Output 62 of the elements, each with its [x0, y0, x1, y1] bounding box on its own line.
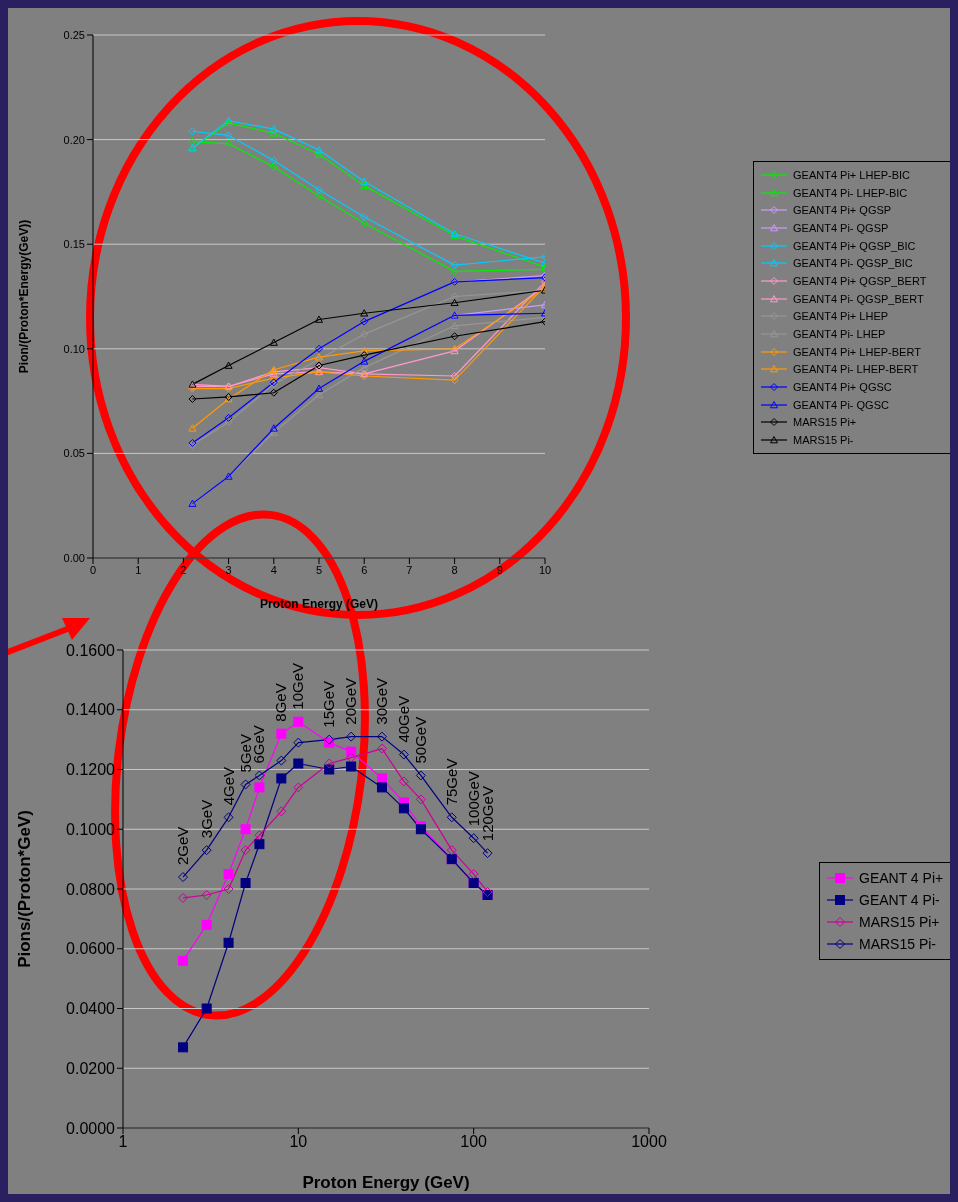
- x-tick-label: 5: [315, 563, 323, 576]
- x-tick-label: 4: [270, 563, 277, 576]
- legend-label: MARS15 Pi+: [859, 914, 940, 930]
- y-tick-label: 0.0000: [66, 1119, 116, 1137]
- annotation: 3GeV: [197, 799, 215, 839]
- legend-label: GEANT4 Pi- LHEP: [793, 328, 886, 341]
- x-tick-label: 2: [180, 563, 187, 576]
- legend-label: GEANT4 Pi+ QGSC: [793, 381, 892, 394]
- legend-label: GEANT4 Pi- QGSP: [793, 221, 889, 234]
- legend-label: GEANT4 Pi- QGSC: [793, 398, 889, 411]
- y-tick-label: 0.0600: [66, 940, 116, 958]
- legend-label: MARS15 Pi+: [793, 416, 857, 429]
- legend-label: GEANT4 Pi+ LHEP-BERT: [793, 345, 921, 358]
- legend-label: GEANT4 Pi+ QGSP: [793, 204, 892, 217]
- y-tick-label: 0.0800: [66, 880, 116, 898]
- legend-label: MARS15 Pi-: [793, 434, 854, 447]
- legend-label: GEANT4 Pi+ LHEP: [793, 310, 889, 323]
- y-tick-label: 0.1600: [66, 641, 116, 659]
- annotation: 20GeV: [342, 677, 360, 725]
- x-tick-label: 3: [225, 563, 232, 576]
- legend-label: GEANT4 Pi+ QGSP_BIC: [793, 239, 916, 252]
- y-tick-label: 0.00: [63, 551, 85, 564]
- legend-label: GEANT4 Pi- LHEP-BERT: [793, 363, 919, 376]
- annotation: 75GeV: [442, 758, 460, 806]
- x-tick-label: 10: [289, 1133, 308, 1151]
- y-tick-label: 0.0200: [66, 1059, 116, 1077]
- annotation: 2GeV: [174, 826, 192, 866]
- annotation: 4GeV: [219, 766, 237, 806]
- x-tick-label: 10: [538, 563, 552, 576]
- annotation: 10GeV: [289, 663, 307, 710]
- x-tick-label: 6: [361, 563, 368, 576]
- y-tick-label: 0.1400: [66, 701, 116, 719]
- x-tick-label: 9: [496, 563, 503, 576]
- x-tick-label: 7: [406, 563, 413, 576]
- legend-label: MARS15 Pi-: [859, 936, 937, 952]
- x-tick-label: 100: [460, 1133, 488, 1151]
- legend-label: GEANT 4 Pi-: [859, 892, 940, 908]
- legend-label: GEANT4 Pi+ QGSP_BERT: [793, 274, 927, 287]
- y-tick-label: 0.0400: [66, 1000, 116, 1018]
- annotation: 30GeV: [372, 677, 390, 725]
- annotation: 8GeV: [272, 683, 290, 722]
- y-axis-title: Pions/(Proton*GeV): [15, 810, 35, 968]
- legend-label: GEANT4 Pi- QGSP_BIC: [793, 257, 913, 270]
- x-axis-title: Proton Energy (GeV): [302, 1173, 470, 1192]
- annotation: 50GeV: [411, 716, 429, 764]
- annotation: 40GeV: [394, 695, 412, 743]
- legend-label: GEANT4 Pi- QGSP_BERT: [793, 292, 924, 305]
- y-axis-title: Pion/(Proton*Energy(GeV)): [17, 219, 32, 374]
- y-tick-label: 0.20: [63, 133, 85, 146]
- legend-label: GEANT 4 Pi+: [859, 870, 944, 886]
- y-tick-label: 0.10: [63, 342, 85, 355]
- x-tick-label: 8: [451, 563, 458, 576]
- x-tick-label: 1: [118, 1133, 128, 1151]
- y-tick-label: 0.05: [63, 447, 85, 460]
- x-tick-label: 1000: [631, 1133, 667, 1151]
- legend-label: GEANT4 Pi- LHEP-BIC: [793, 186, 908, 199]
- x-tick-label: 0: [89, 563, 97, 576]
- annotation: 15GeV: [320, 680, 338, 728]
- y-tick-label: 0.15: [63, 238, 85, 251]
- y-tick-label: 0.25: [63, 28, 85, 41]
- x-tick-label: 1: [135, 563, 142, 576]
- legend-label: GEANT4 Pi+ LHEP-BIC: [793, 168, 911, 181]
